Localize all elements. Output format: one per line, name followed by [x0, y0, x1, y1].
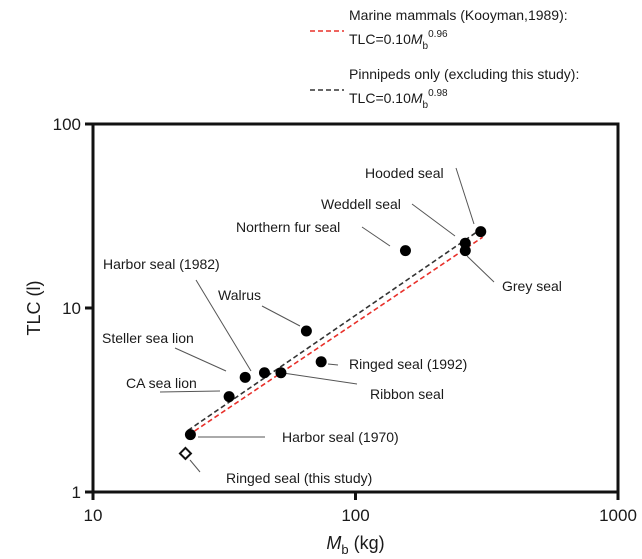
- y-tick-label: 10: [62, 299, 81, 318]
- label-harbor-seal-1982: Harbor seal (1982): [103, 256, 220, 272]
- legend-label-2: Pinnipeds only (excluding this study):: [349, 66, 579, 82]
- fit-lines: [187, 227, 484, 437]
- fit-line-1: [187, 236, 484, 437]
- label-harbor-seal-1970: Harbor seal (1970): [282, 429, 399, 445]
- point-northern-fur-seal: [399, 245, 411, 257]
- label-northern-fur-seal: Northern fur seal: [236, 219, 340, 235]
- label-grey-seal: Grey seal: [502, 278, 562, 294]
- leader-ca-sea-lion: [159, 390, 221, 393]
- y-tick-label: 100: [53, 115, 81, 134]
- leader-weddell-seal: [411, 203, 456, 237]
- label-steller-sea-lion: Steller sea lion: [102, 330, 194, 346]
- x-tick-label: 10: [84, 506, 103, 525]
- x-tick-label: 1000: [599, 506, 637, 525]
- point-ringed-seal-this-study: [178, 446, 193, 461]
- leader-steller-sea-lion: [174, 347, 227, 372]
- legend-equation-2: TLC=0.10Mb0.98: [349, 88, 448, 111]
- label-ringed-seal-this-study: Ringed seal (this study): [226, 470, 372, 486]
- annotation-labels: Harbor seal (1970) Ringed seal (this stud…: [102, 165, 562, 486]
- point-hooded-seal: [475, 226, 487, 238]
- point-steller-sea-lion: [239, 371, 251, 383]
- y-axis-title: TLC (l): [24, 281, 44, 336]
- x-axis-title: Mb (kg): [326, 533, 384, 557]
- label-walrus: Walrus: [218, 287, 261, 303]
- leader-ringed-seal-this-study: [189, 459, 201, 473]
- point-grey-seal: [459, 245, 471, 257]
- label-ca-sea-lion: CA sea lion: [126, 375, 197, 391]
- point-ca-sea-lion: [223, 391, 235, 403]
- point-harbor-seal-1970: [184, 429, 196, 441]
- leader-walrus: [261, 305, 301, 327]
- point-ribbon-seal: [275, 367, 287, 379]
- point-ringed-seal-1992: [315, 356, 327, 368]
- point-walrus: [300, 325, 312, 337]
- fit-line-2: [187, 227, 484, 432]
- annotation-leaders: [159, 167, 495, 473]
- y-tick-label: 1: [72, 483, 81, 502]
- label-ringed-seal-1992: Ringed seal (1992): [349, 356, 467, 372]
- legend-label-1: Marine mammals (Kooyman,1989):: [349, 7, 568, 23]
- label-hooded-seal: Hooded seal: [365, 165, 444, 181]
- x-tick-label: 100: [341, 506, 369, 525]
- label-weddell-seal: Weddell seal: [321, 196, 401, 212]
- leader-hooded-seal: [455, 167, 475, 225]
- label-ribbon-seal: Ribbon seal: [370, 386, 444, 402]
- data-points: [178, 226, 487, 461]
- leader-northern-fur-seal: [361, 226, 391, 247]
- legend-equation-1: TLC=0.10Mb0.96: [349, 29, 448, 52]
- point-harbor-seal-1982: [258, 367, 270, 379]
- leader-ringed-seal-1992: [327, 363, 339, 366]
- legend: Marine mammals (Kooyman,1989): TLC=0.10Mb…: [310, 7, 579, 111]
- leader-harbor-seal-1982: [195, 279, 252, 372]
- leader-ribbon-seal: [282, 372, 358, 385]
- leader-grey-seal: [466, 255, 495, 283]
